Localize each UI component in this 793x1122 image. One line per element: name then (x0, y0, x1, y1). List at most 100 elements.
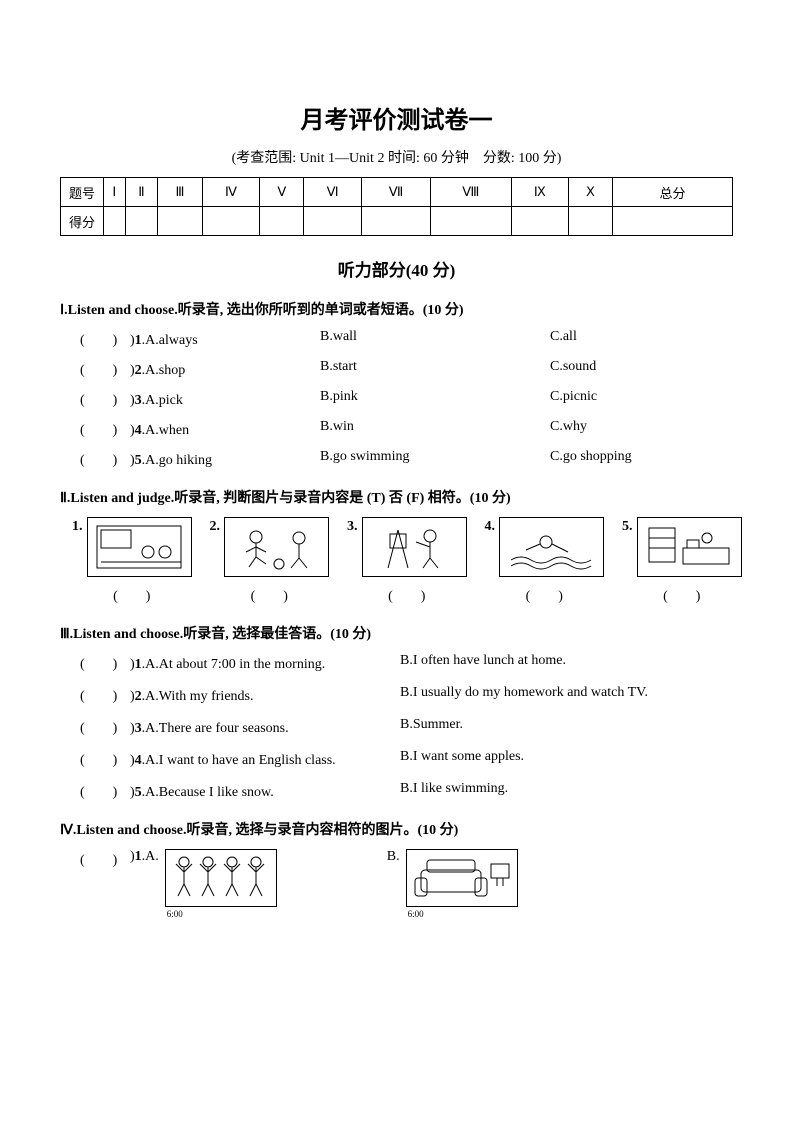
q4-heading: Ⅳ.Listen and choose.听录音, 选择与录音内容相符的图片。(1… (60, 819, 733, 839)
q2-num: 5. (622, 519, 633, 535)
swimming-icon (506, 522, 598, 572)
score-cell[interactable] (569, 207, 613, 236)
opt-a: A.shop (145, 363, 185, 378)
answer-blank[interactable]: ( ) (210, 585, 330, 605)
score-header: Ⅳ (202, 178, 260, 207)
picture-box (165, 849, 277, 907)
score-cell[interactable] (158, 207, 202, 236)
q2-num: 3. (347, 519, 358, 535)
q3-block: ( ))1.A.At about 7:00 in the morning. B.… (80, 653, 733, 801)
q-num: 3 (135, 721, 142, 736)
score-header: Ⅱ (125, 178, 158, 207)
opt-b: B.I often have lunch at home. (400, 653, 566, 673)
opt-b: B.Summer. (400, 717, 463, 737)
sofa-tv-icon (407, 850, 517, 906)
q-num: 1 (135, 849, 142, 864)
score-value-row: 得分 (61, 207, 733, 236)
page-subtitle: (考查范围: Unit 1—Unit 2 时间: 60 分钟 分数: 100 分… (60, 147, 733, 167)
q3-item: ( ))1.A.At about 7:00 in the morning. B.… (80, 653, 733, 673)
picture-box (362, 517, 467, 577)
score-cell[interactable] (612, 207, 732, 236)
score-cell[interactable] (304, 207, 362, 236)
q3-item: ( ))5.A.Because I like snow. B.I like sw… (80, 781, 733, 801)
q-num: 1 (135, 333, 142, 348)
time-label: 6:00 (408, 909, 518, 919)
answer-blank[interactable]: ( ) (80, 849, 130, 869)
score-header: Ⅰ (104, 178, 126, 207)
opt-c: C.go shopping (550, 449, 730, 469)
opt-c: C.picnic (550, 389, 730, 409)
opt-a: A.I want to have an English class. (145, 753, 336, 768)
q1-item: ( ))1.A.always (80, 329, 320, 349)
answer-blank[interactable]: ( ) (80, 685, 130, 705)
q2-num: 1. (72, 519, 83, 535)
score-header: Ⅵ (304, 178, 362, 207)
opt-a: A.always (145, 333, 198, 348)
q1-item: ( ))2.A.shop (80, 359, 320, 379)
classroom-icon (93, 522, 185, 572)
bedroom-icon (643, 522, 735, 572)
answer-blank[interactable]: ( ) (622, 585, 742, 605)
q1-item: ( ))3.A.pick (80, 389, 320, 409)
opt-b: B.pink (320, 389, 550, 409)
answer-blank[interactable]: ( ) (80, 449, 130, 469)
opt-b: B.I want some apples. (400, 749, 524, 769)
picture-box (637, 517, 742, 577)
answer-blank[interactable]: ( ) (485, 585, 605, 605)
picture-box (224, 517, 329, 577)
answer-blank[interactable]: ( ) (80, 389, 130, 409)
opt-c: C.sound (550, 359, 730, 379)
opt-b: B.I like swimming. (400, 781, 508, 801)
q2-heading: Ⅱ.Listen and judge.听录音, 判断图片与录音内容是 (T) 否… (60, 487, 733, 507)
answer-blank[interactable]: ( ) (80, 359, 130, 379)
opt-a: A.pick (145, 393, 183, 408)
opt-a: A.At about 7:00 in the morning. (145, 657, 325, 672)
opt-b: B.start (320, 359, 550, 379)
score-cell[interactable] (104, 207, 126, 236)
score-cell[interactable] (362, 207, 431, 236)
listening-section-title: 听力部分(40 分) (60, 256, 733, 281)
q-num: 4 (135, 423, 142, 438)
answer-blank[interactable]: ( ) (80, 329, 130, 349)
q3-item: ( ))4.A.I want to have an English class.… (80, 749, 733, 769)
time-label: 6:00 (167, 909, 277, 919)
page: 月考评价测试卷一 (考查范围: Unit 1—Unit 2 时间: 60 分钟 … (0, 0, 793, 1122)
score-header: Ⅸ (511, 178, 568, 207)
opt-a: A.go hiking (145, 453, 212, 468)
score-cell[interactable] (202, 207, 260, 236)
q2-pictures: 1. ( ) 2. ( ) 3. ( ) (72, 517, 733, 605)
score-cell[interactable] (260, 207, 304, 236)
answer-blank[interactable]: ( ) (80, 717, 130, 737)
q2-num: 4. (485, 519, 496, 535)
q2-pic-item: 1. ( ) (72, 517, 192, 605)
q2-num: 2. (210, 519, 221, 535)
answer-blank[interactable]: ( ) (80, 781, 130, 801)
score-header: 题号 (61, 178, 104, 207)
opt-c: C.all (550, 329, 730, 349)
q4-item: ( ) )1.A. 6:00 B. (80, 849, 733, 919)
q-num: 2 (135, 363, 142, 378)
answer-blank[interactable]: ( ) (80, 749, 130, 769)
score-header: Ⅶ (362, 178, 431, 207)
q-num: 3 (135, 393, 142, 408)
opt-b: B.I usually do my homework and watch TV. (400, 685, 648, 705)
answer-blank[interactable]: ( ) (80, 653, 130, 673)
opt-a: A.There are four seasons. (145, 721, 288, 736)
q3-heading: Ⅲ.Listen and choose.听录音, 选择最佳答语。(10 分) (60, 623, 733, 643)
answer-blank[interactable]: ( ) (347, 585, 467, 605)
score-cell[interactable] (431, 207, 511, 236)
q-num: 5 (135, 453, 142, 468)
opt-b: B.go swimming (320, 449, 550, 469)
answer-blank[interactable]: ( ) (80, 419, 130, 439)
score-header-row: 题号 Ⅰ Ⅱ Ⅲ Ⅳ Ⅴ Ⅵ Ⅶ Ⅷ Ⅸ Ⅹ 总分 (61, 178, 733, 207)
q3-item: ( ))3.A.There are four seasons. B.Summer… (80, 717, 733, 737)
answer-blank[interactable]: ( ) (72, 585, 192, 605)
score-header: Ⅲ (158, 178, 202, 207)
score-cell[interactable] (511, 207, 568, 236)
score-header: Ⅴ (260, 178, 304, 207)
score-header: Ⅷ (431, 178, 511, 207)
picture-box (406, 849, 518, 907)
q1-item: ( ))5.A.go hiking (80, 449, 320, 469)
q2-pic-item: 5. ( ) (622, 517, 742, 605)
score-cell[interactable] (125, 207, 158, 236)
